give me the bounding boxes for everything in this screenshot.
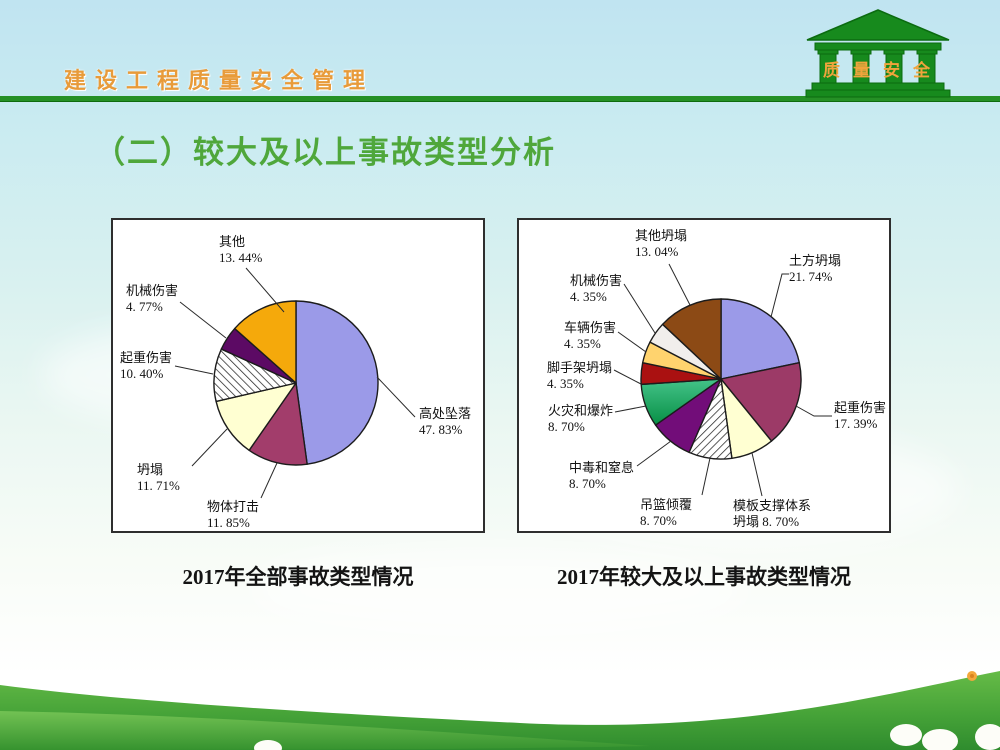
pie-label-脚手架坍塌: 脚手架坍塌 4. 35% [547,360,613,391]
flower-center [970,674,974,678]
logo-column [850,49,872,55]
pie-slice-其他 [234,300,297,384]
grass-hills-graphic [0,671,1000,750]
pie-label-坍塌: 坍塌 11. 71% [137,462,180,493]
callout-line-机械伤害 [623,283,656,334]
pie-label-机械伤害: 机械伤害 4. 35% [570,273,623,304]
callout-line-起重伤害 [795,405,832,417]
pie-label-火灾和爆炸: 火灾和爆炸 8. 70% [548,403,614,434]
chart-panel-all-accidents: 高处坠落 47. 83% 物体打击 11. 85% 坍塌 11. 71% 起重伤害 10. 4… [111,218,485,533]
sheep [922,729,958,750]
pie-label-土方坍塌: 土方坍塌 21. 74% [789,253,842,284]
callout-line-机械伤害 [179,301,227,339]
pie-label-物体打击: 物体打击 11. 85% [207,499,260,530]
callout-line-土方坍塌 [770,273,789,318]
callout-line-火灾和爆炸 [614,405,647,413]
pie-slice-物体打击 [248,382,308,466]
pie-label-高处坠落: 高处坠落 47. 83% [419,406,472,437]
callout-line-车辆伤害 [617,331,647,353]
pie-label-模板支撑体系坍塌: 模板支撑体系 坍塌 8. 70% [733,498,812,529]
chart-caption-right: 2017年较大及以上事故类型情况 [557,565,851,589]
sheep [254,740,282,750]
header-divider-line [0,96,1000,102]
pie-slice-高处坠落 [295,300,379,465]
sheep [890,724,922,746]
page-title: （二）较大及以上事故类型分析 [94,135,556,170]
callout-line-其他 [245,267,285,313]
logo-column [817,49,839,55]
front-hill [0,711,650,750]
callout-line-吊篮倾覆 [701,457,711,496]
quality-safety-logo: 质量安全 [805,9,951,98]
pie-label-中毒和窒息: 中毒和窒息 8. 70% [569,460,635,491]
callout-line-起重伤害 [174,365,214,375]
pie-chart-all-accidents [174,267,416,499]
pie-chart-major-accidents [613,263,832,497]
chart-panel-major-accidents: 土方坍塌 21. 74% 起重伤害 17. 39% 模板支撑体系 坍塌 8. 70% 吊篮倾… [517,218,891,533]
callout-line-坍塌 [191,428,228,467]
logo-base [805,89,951,98]
pie-label-其他坍塌: 其他坍塌 13. 04% [635,228,688,259]
logo-roof [806,9,950,41]
logo-text: 质量安全 [823,60,943,80]
pie-slice-其他坍塌 [661,298,722,380]
pie-label-机械伤害: 机械伤害 4. 77% [126,283,179,314]
pie-label-吊篮倾覆: 吊篮倾覆 8. 70% [640,497,693,528]
header-title: 建设工程质量安全管理 [64,68,375,93]
logo-column [883,49,905,55]
callout-line-高处坠落 [376,376,416,418]
pie-label-起重伤害: 起重伤害 17. 39% [834,400,887,431]
callout-line-物体打击 [260,462,278,499]
logo-column [916,49,938,55]
callout-line-模板支撑体系坍塌 [751,452,763,497]
cloud-shape [250,545,750,635]
callout-line-脚手架坍塌 [613,369,642,385]
logo-entablature [814,42,942,51]
pie-label-车辆伤害: 车辆伤害 4. 35% [564,320,617,351]
pie-label-起重伤害: 起重伤害 10. 40% [120,350,173,381]
chart-caption-left: 2017年全部事故类型情况 [182,565,414,589]
callout-line-其他坍塌 [668,263,691,306]
pie-label-其他: 其他 13. 44% [219,234,263,265]
logo-base [811,82,945,91]
sheep [975,724,1000,750]
callout-line-中毒和窒息 [636,440,672,467]
